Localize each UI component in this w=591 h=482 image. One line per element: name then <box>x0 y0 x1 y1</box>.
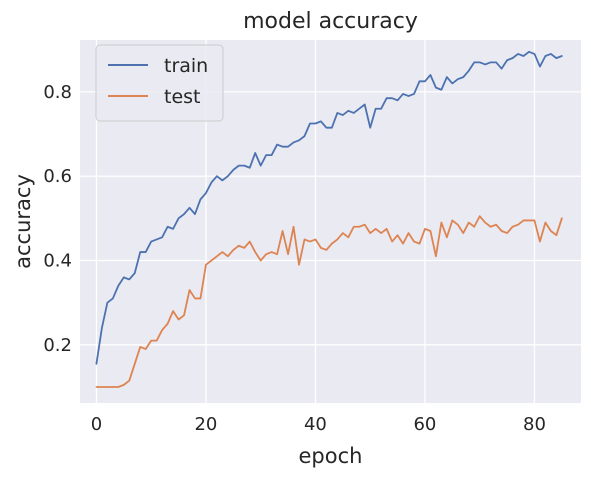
y-tick-label: 0.4 <box>43 250 72 271</box>
y-tick-label: 0.2 <box>43 335 72 356</box>
series-line-train <box>95 50 563 365</box>
legend: train test <box>95 44 224 122</box>
tick-labels: 0 20 40 60 80 0.2 0.4 0.6 0.8 <box>43 82 546 435</box>
series-line-test <box>95 215 563 388</box>
chart-title: model accuracy <box>243 9 418 34</box>
legend-label-train: train <box>164 55 208 77</box>
x-tick-label: 40 <box>304 414 327 435</box>
series-lines <box>95 50 563 388</box>
x-axis-label: epoch <box>299 444 363 468</box>
x-tick-label: 0 <box>91 414 102 435</box>
x-tick-label: 80 <box>523 414 546 435</box>
legend-label-test: test <box>164 86 201 108</box>
y-tick-label: 0.6 <box>43 166 72 187</box>
x-tick-label: 60 <box>413 414 436 435</box>
y-tick-label: 0.8 <box>43 82 72 103</box>
y-axis-label: accuracy <box>11 174 35 269</box>
x-tick-label: 20 <box>194 414 217 435</box>
